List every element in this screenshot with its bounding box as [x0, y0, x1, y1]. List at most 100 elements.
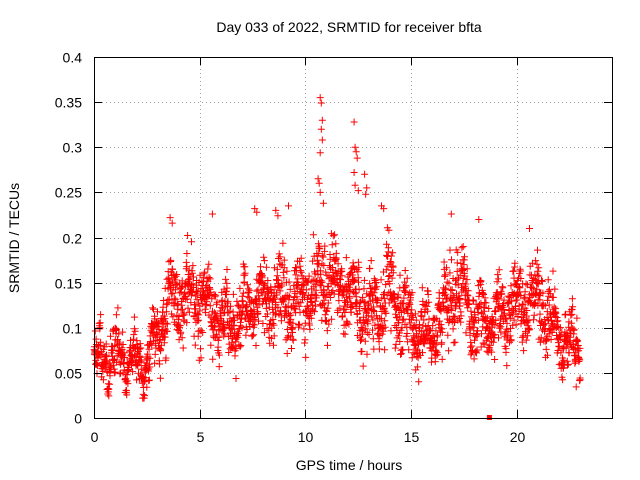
data-point	[318, 278, 326, 286]
data-point	[338, 272, 346, 280]
data-point	[332, 249, 340, 257]
data-point	[493, 278, 501, 286]
data-point	[383, 240, 391, 248]
data-point	[154, 331, 162, 339]
data-point	[260, 257, 268, 265]
data-point	[316, 245, 324, 253]
data-point	[480, 291, 487, 298]
data-point	[453, 259, 461, 267]
data-point	[361, 337, 369, 345]
data-point	[375, 345, 383, 353]
data-point	[559, 376, 567, 384]
data-point	[482, 299, 490, 307]
data-point	[547, 336, 555, 343]
data-point	[266, 321, 274, 328]
data-point	[548, 329, 556, 336]
data-point	[251, 316, 259, 324]
data-point	[234, 333, 242, 341]
data-point	[196, 271, 204, 279]
data-point	[198, 300, 206, 308]
data-point	[285, 278, 293, 286]
data-point	[518, 300, 526, 308]
data-point	[270, 321, 278, 329]
data-point	[116, 370, 124, 378]
data-point	[288, 345, 295, 352]
data-point	[302, 286, 310, 294]
data-point	[552, 309, 560, 317]
data-point	[389, 269, 397, 277]
data-point	[316, 188, 324, 196]
data-point	[461, 253, 468, 261]
data-point	[241, 269, 249, 277]
data-point	[151, 359, 159, 367]
data-point	[184, 304, 192, 312]
data-point	[197, 327, 205, 335]
data-point	[546, 290, 554, 298]
data-point	[437, 307, 445, 315]
data-point	[215, 363, 223, 371]
data-point	[499, 284, 507, 292]
data-point	[426, 325, 434, 333]
data-point	[386, 280, 394, 288]
data-point	[324, 299, 332, 307]
data-point	[105, 392, 113, 400]
data-point	[232, 375, 240, 382]
data-point	[195, 299, 203, 307]
data-point	[386, 258, 394, 265]
data-point	[414, 363, 422, 371]
data-point	[326, 255, 334, 263]
data-point	[324, 283, 332, 291]
data-point	[502, 345, 510, 353]
data-point	[488, 348, 496, 356]
data-point	[116, 339, 124, 347]
data-point	[195, 311, 203, 319]
data-point	[331, 231, 339, 239]
data-point	[521, 288, 529, 296]
data-point	[252, 342, 260, 349]
x-tick-label: 10	[298, 429, 314, 445]
data-point	[478, 330, 485, 338]
data-point	[319, 301, 327, 309]
data-point	[364, 320, 372, 328]
data-point	[204, 265, 212, 273]
data-point	[146, 354, 154, 362]
data-point	[291, 289, 299, 297]
data-point	[348, 303, 356, 310]
data-point	[443, 278, 451, 286]
data-point	[171, 276, 179, 284]
data-point	[164, 296, 172, 304]
data-point	[533, 271, 541, 279]
data-point	[562, 310, 570, 318]
x-tick-label: 20	[510, 429, 526, 445]
data-point	[443, 264, 450, 272]
data-point	[564, 360, 572, 368]
data-point	[467, 338, 475, 346]
data-point	[225, 349, 233, 356]
data-point	[337, 276, 344, 284]
data-point	[329, 232, 337, 240]
data-point	[423, 302, 431, 310]
data-point	[249, 332, 257, 340]
y-tick-label: 0.3	[63, 140, 83, 156]
data-point	[226, 307, 234, 315]
data-point	[305, 272, 313, 280]
data-point	[166, 277, 174, 285]
data-point	[297, 268, 305, 276]
data-point	[531, 276, 539, 284]
data-point	[355, 263, 363, 271]
data-point	[498, 313, 506, 321]
data-point	[530, 311, 538, 319]
data-point	[504, 292, 512, 300]
data-point	[139, 373, 147, 381]
data-point	[131, 327, 139, 335]
data-point	[458, 244, 466, 252]
data-point	[432, 327, 440, 335]
data-point	[446, 246, 454, 254]
data-point	[286, 293, 294, 301]
data-point	[272, 206, 280, 214]
data-point	[242, 331, 250, 339]
data-point	[205, 260, 213, 268]
data-point	[274, 303, 282, 311]
data-point	[389, 249, 397, 257]
data-point	[346, 287, 354, 295]
